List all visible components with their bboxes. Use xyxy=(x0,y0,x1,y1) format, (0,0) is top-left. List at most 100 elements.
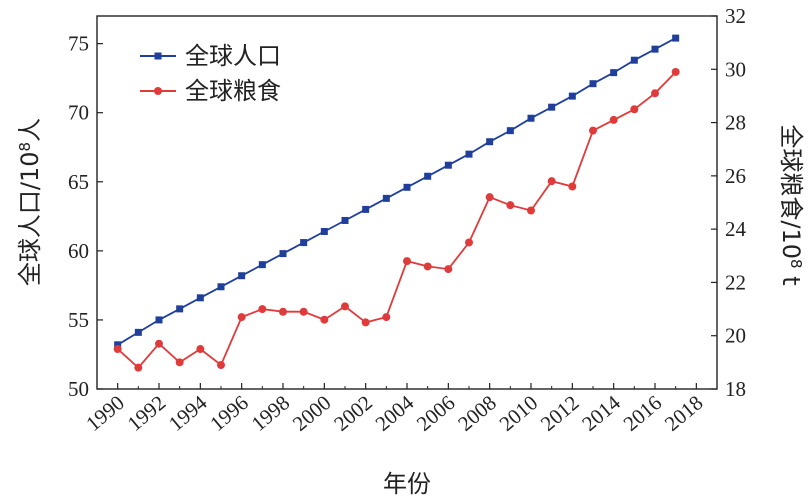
legend: 全球人口 全球粮食 xyxy=(140,42,281,105)
legend-marker-grain xyxy=(154,87,162,95)
y-right-tick-label: 22 xyxy=(725,270,746,294)
data-point xyxy=(361,318,370,327)
data-point xyxy=(630,105,639,114)
y-left-title-unit: 人 xyxy=(16,118,44,142)
data-point xyxy=(258,305,267,314)
data-point xyxy=(134,363,143,372)
y-right-tick-label: 30 xyxy=(725,57,746,81)
data-point xyxy=(672,34,680,42)
data-point xyxy=(382,313,391,322)
y-left-title-sup: 8 xyxy=(16,142,34,152)
data-point xyxy=(341,302,349,311)
y-right-tick-label: 26 xyxy=(725,164,746,188)
series-line-0 xyxy=(117,37,677,346)
data-point xyxy=(547,177,556,186)
data-point xyxy=(465,150,473,158)
y-left-title-main: 全球人口/10 xyxy=(16,151,44,286)
data-point xyxy=(527,206,535,215)
y-right-tick-label: 18 xyxy=(725,377,746,401)
series-layer xyxy=(113,34,680,372)
data-point xyxy=(610,69,618,77)
data-point xyxy=(134,328,142,336)
x-tick-label: 2012 xyxy=(536,390,584,435)
data-point xyxy=(506,127,514,135)
data-point xyxy=(300,239,308,247)
data-point xyxy=(568,182,577,191)
data-point xyxy=(113,345,122,354)
data-point xyxy=(217,283,225,291)
data-point xyxy=(424,172,432,180)
data-point xyxy=(175,358,184,367)
data-point xyxy=(299,307,308,316)
x-tick-label: 2018 xyxy=(660,390,708,435)
y-left-tick-label: 50 xyxy=(68,377,89,401)
data-point xyxy=(609,115,618,124)
data-point xyxy=(217,361,225,370)
y-left-tick-label: 60 xyxy=(68,239,89,263)
data-point xyxy=(279,307,287,316)
data-point xyxy=(403,257,411,266)
y-right-title-unit: t xyxy=(777,269,805,286)
x-tick-label: 2004 xyxy=(371,390,419,436)
data-point xyxy=(114,341,122,349)
data-point xyxy=(671,67,680,76)
data-point xyxy=(382,194,390,202)
x-axis-ticks: 1990199219941996199820002002200420062008… xyxy=(81,383,708,436)
y-left-tick-label: 70 xyxy=(68,101,89,125)
legend-entry-population: 全球人口 xyxy=(140,42,281,70)
data-point xyxy=(527,114,535,122)
x-tick-label: 2002 xyxy=(329,390,377,435)
data-point xyxy=(485,193,494,202)
series-line-1 xyxy=(117,71,677,369)
data-point xyxy=(465,238,473,247)
y-right-tick-label: 24 xyxy=(725,217,747,241)
x-tick-label: 2010 xyxy=(495,390,543,435)
y-right-title-sup: 8 xyxy=(787,259,805,269)
y-right-axis-ticks: 18 20 22 24 26 28 30 32 xyxy=(711,4,747,401)
data-point xyxy=(237,313,246,322)
data-point xyxy=(506,201,515,210)
data-point xyxy=(176,305,184,313)
y-left-tick-label: 65 xyxy=(68,170,89,194)
y-left-axis-ticks: 50 55 60 65 70 75 xyxy=(68,32,103,401)
data-point xyxy=(444,265,453,274)
data-point xyxy=(589,126,597,135)
data-point xyxy=(155,316,163,324)
legend-entry-grain: 全球粮食 xyxy=(140,77,281,105)
x-tick-label: 2014 xyxy=(577,390,625,436)
data-point xyxy=(320,228,328,236)
data-point xyxy=(341,216,349,224)
x-axis-title: 年份 xyxy=(383,470,431,498)
x-tick-label: 1994 xyxy=(164,390,212,436)
y-left-axis-title: 全球人口/108人 xyxy=(16,118,44,286)
x-tick-label: 1992 xyxy=(123,390,171,435)
data-point xyxy=(403,183,411,191)
data-point xyxy=(155,339,163,348)
x-tick-label: 2000 xyxy=(288,390,336,435)
y-right-tick-label: 32 xyxy=(725,4,746,28)
data-point xyxy=(196,294,204,302)
data-point xyxy=(238,272,246,280)
data-point xyxy=(423,262,432,271)
y-right-tick-label: 28 xyxy=(725,111,746,135)
y-right-axis-title: 全球粮食/108 t xyxy=(777,124,805,285)
data-point xyxy=(486,138,494,146)
legend-marker-population xyxy=(154,52,162,60)
data-point xyxy=(196,345,205,354)
data-point xyxy=(651,89,659,98)
data-point xyxy=(320,315,329,324)
data-point xyxy=(651,45,659,53)
x-tick-label: 2016 xyxy=(619,390,667,435)
data-point xyxy=(258,261,266,269)
x-tick-label: 1998 xyxy=(247,390,295,435)
y-left-tick-label: 55 xyxy=(68,308,89,332)
data-point xyxy=(630,56,638,64)
data-point xyxy=(548,103,556,111)
data-point xyxy=(589,80,597,88)
data-point xyxy=(279,250,287,258)
x-tick-label: 2006 xyxy=(412,390,460,435)
data-point xyxy=(444,161,452,169)
data-point xyxy=(362,205,370,213)
y-left-tick-label: 75 xyxy=(68,32,89,56)
